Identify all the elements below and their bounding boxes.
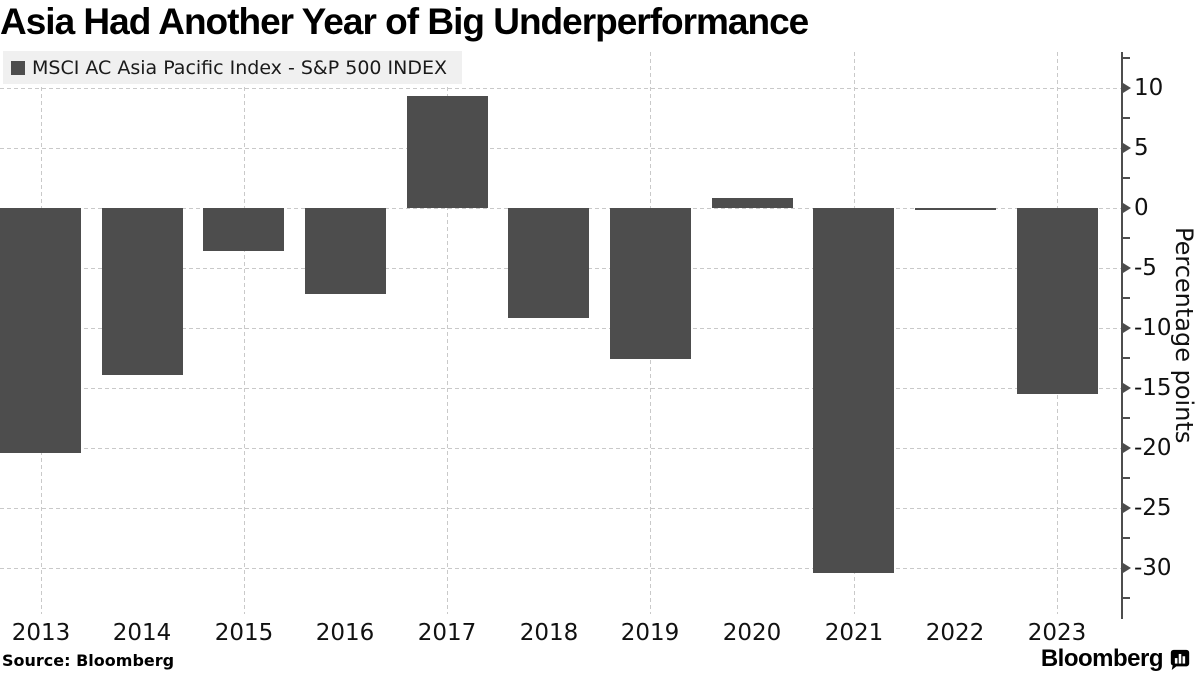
y-tick-label: -5 [1134, 255, 1157, 281]
y-tick-major--25 [1123, 503, 1131, 513]
y-tick-label: -20 [1134, 435, 1172, 461]
y-tick-minor [1123, 117, 1130, 119]
y-tick-major--10 [1123, 323, 1131, 333]
gridline-y--30 [0, 568, 1121, 569]
bar-2020 [712, 198, 793, 208]
bar-2015 [203, 208, 284, 251]
y-tick-minor [1123, 597, 1130, 599]
y-tick-label: -10 [1134, 315, 1172, 341]
bloomberg-wordmark: Bloomberg [1040, 645, 1164, 672]
y-tick-minor [1123, 417, 1130, 419]
legend-label: MSCI AC Asia Pacific Index - S&P 500 IND… [32, 56, 448, 79]
gridline-y--10 [0, 328, 1121, 329]
x-tick-label-2022: 2022 [925, 620, 985, 646]
legend-swatch-icon [11, 60, 25, 75]
legend: MSCI AC Asia Pacific Index - S&P 500 IND… [3, 51, 463, 84]
bar-2022 [915, 208, 996, 210]
gridline-y-10 [0, 88, 1121, 89]
y-tick-minor [1123, 57, 1130, 59]
x-tick-label-2021: 2021 [824, 620, 884, 646]
chart-title: Asia Had Another Year of Big Underperfor… [0, 1, 809, 42]
y-tick-label: 0 [1134, 195, 1149, 221]
bar-2013 [0, 208, 81, 453]
y-tick-label: -15 [1134, 375, 1172, 401]
y-tick-minor [1123, 237, 1130, 239]
bloomberg-logo: Bloomberg [1041, 645, 1191, 673]
vertical-gridline-2017 [447, 52, 448, 614]
plot-area [0, 52, 1123, 619]
y-tick-minor [1123, 177, 1130, 179]
gridline-y--15 [0, 388, 1121, 389]
y-tick-label: -25 [1134, 495, 1172, 521]
x-tick-label-2019: 2019 [620, 620, 680, 646]
gridline-y--20 [0, 448, 1121, 449]
gridline-y-5 [0, 148, 1121, 149]
gridline-y--25 [0, 508, 1121, 509]
y-tick-minor [1123, 477, 1130, 479]
source-note: Source: Bloomberg [2, 651, 175, 670]
y-axis-title: Percentage points [1170, 227, 1198, 444]
y-axis-line [1121, 52, 1123, 619]
bar-2021 [813, 208, 894, 573]
bar-2018 [508, 208, 589, 318]
x-tick-label-2020: 2020 [722, 620, 782, 646]
y-tick-label: 5 [1134, 135, 1149, 161]
x-tick-label-2018: 2018 [519, 620, 579, 646]
y-tick-major-10 [1123, 83, 1131, 93]
y-tick-major--20 [1123, 443, 1131, 453]
bar-2019 [610, 208, 691, 359]
y-tick-label: -30 [1134, 555, 1172, 581]
y-tick-major-5 [1123, 143, 1131, 153]
y-tick-major--30 [1123, 563, 1131, 573]
bloomberg-chart-icon [1170, 649, 1190, 670]
y-tick-major-0 [1123, 203, 1131, 213]
vertical-gridline-2015 [244, 52, 245, 614]
y-tick-minor [1123, 297, 1130, 299]
x-tick-label-2023: 2023 [1027, 620, 1087, 646]
x-tick-label-2016: 2016 [315, 620, 375, 646]
bar-2014 [102, 208, 183, 375]
bar-2023 [1017, 208, 1098, 394]
bar-2017 [407, 96, 488, 208]
y-tick-major--5 [1123, 263, 1131, 273]
y-tick-minor [1123, 357, 1130, 359]
y-tick-minor [1123, 537, 1130, 539]
y-tick-major--15 [1123, 383, 1131, 393]
x-tick-label-2015: 2015 [214, 620, 274, 646]
bar-2016 [305, 208, 386, 294]
x-tick-label-2014: 2014 [112, 620, 172, 646]
x-tick-label-2013: 2013 [11, 620, 71, 646]
x-tick-label-2017: 2017 [417, 620, 477, 646]
y-tick-label: 10 [1134, 75, 1164, 101]
